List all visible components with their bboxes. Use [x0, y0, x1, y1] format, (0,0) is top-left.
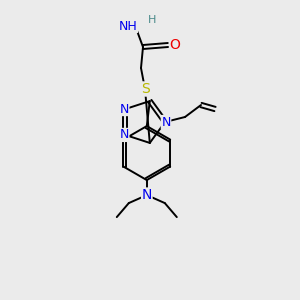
- Text: O: O: [169, 38, 180, 52]
- Text: N: N: [161, 116, 171, 128]
- Text: H: H: [148, 15, 156, 25]
- Text: S: S: [141, 82, 149, 96]
- Text: N: N: [142, 188, 152, 202]
- Text: N: N: [119, 128, 129, 141]
- Text: N: N: [119, 103, 129, 116]
- Text: NH: NH: [118, 20, 137, 32]
